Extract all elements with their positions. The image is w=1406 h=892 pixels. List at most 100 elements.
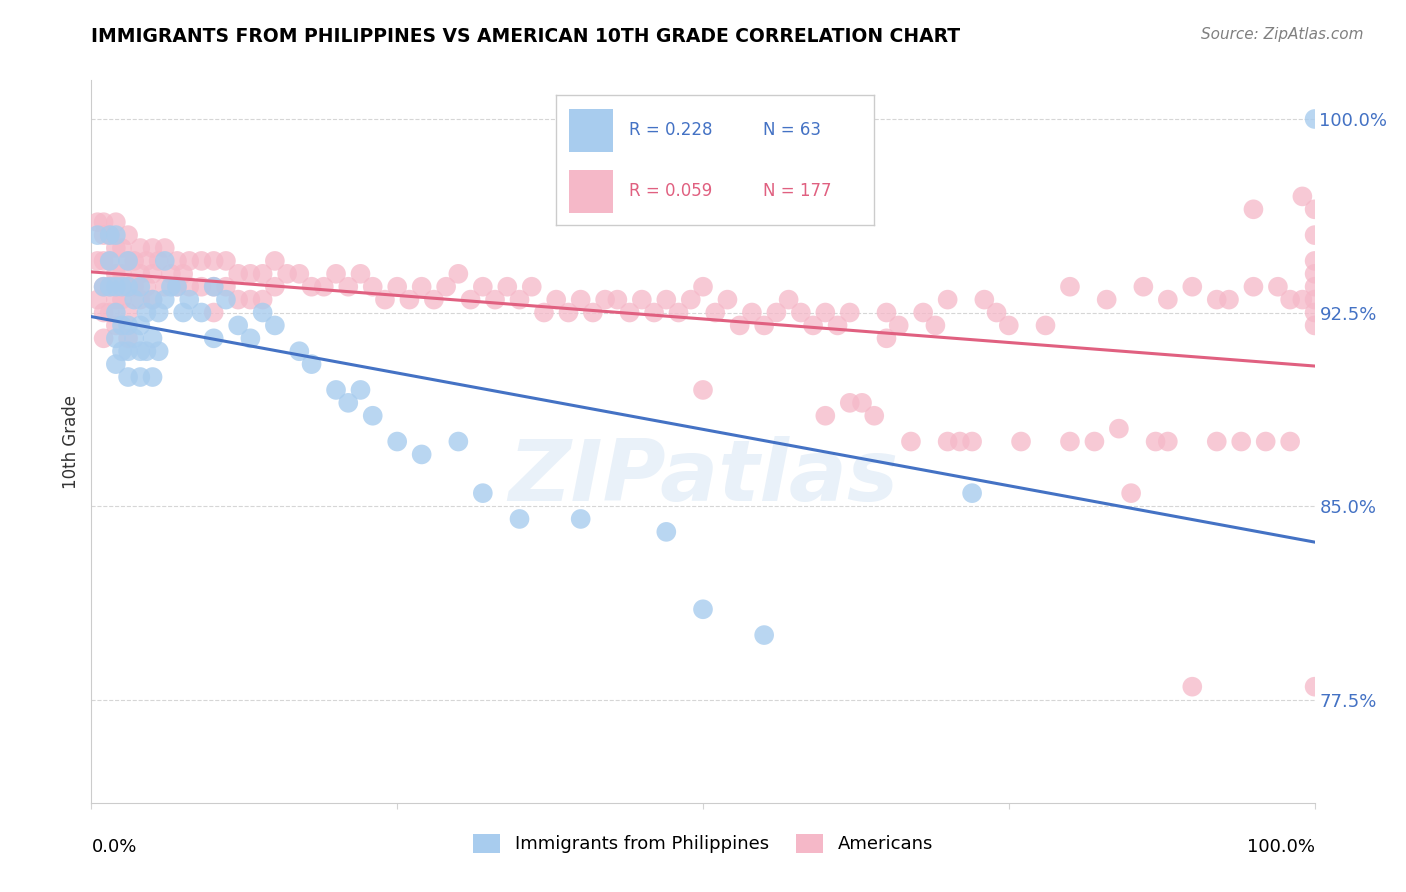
Point <box>374 293 396 307</box>
Point <box>851 396 873 410</box>
Point <box>135 279 157 293</box>
Point <box>117 228 139 243</box>
Point <box>98 228 121 243</box>
Point <box>172 305 194 319</box>
Point <box>141 293 163 307</box>
Point <box>1157 434 1180 449</box>
Point <box>172 267 194 281</box>
Point <box>239 267 262 281</box>
Point <box>1157 293 1180 307</box>
Point <box>619 305 641 319</box>
Point <box>148 344 170 359</box>
Point <box>141 267 163 281</box>
Point <box>153 241 176 255</box>
Point <box>1303 680 1326 694</box>
Point <box>122 293 145 307</box>
Point <box>129 293 152 307</box>
Point <box>226 267 249 281</box>
Point <box>1205 434 1227 449</box>
Point <box>1291 189 1313 203</box>
Point <box>960 434 983 449</box>
Point <box>301 279 323 293</box>
Point <box>215 279 238 293</box>
Point <box>1121 486 1143 500</box>
Point <box>349 383 371 397</box>
Point <box>1144 434 1167 449</box>
Y-axis label: 10th Grade: 10th Grade <box>62 394 80 489</box>
Point <box>117 279 139 293</box>
Point <box>179 279 201 293</box>
Point <box>765 305 787 319</box>
Point <box>496 279 519 293</box>
Point <box>1095 293 1118 307</box>
Point <box>276 267 298 281</box>
Point <box>936 434 959 449</box>
Point <box>509 293 531 307</box>
Point <box>484 293 506 307</box>
Point <box>252 305 274 319</box>
Point <box>337 279 360 293</box>
Text: Source: ZipAtlas.com: Source: ZipAtlas.com <box>1201 27 1364 42</box>
Point <box>582 305 605 319</box>
Point <box>117 279 139 293</box>
Point <box>385 279 409 293</box>
Point <box>728 318 751 333</box>
Point <box>264 253 287 268</box>
Point <box>104 241 127 255</box>
Point <box>93 331 115 345</box>
Point <box>93 279 115 293</box>
Point <box>98 253 121 268</box>
Point <box>1218 293 1240 307</box>
Point <box>1303 267 1326 281</box>
Point <box>325 383 347 397</box>
Point <box>215 293 238 307</box>
Point <box>1291 293 1313 307</box>
Text: ZIPatlas: ZIPatlas <box>508 436 898 519</box>
Point <box>226 318 249 333</box>
Point <box>520 279 543 293</box>
Point <box>986 305 1008 319</box>
Legend: Immigrants from Philippines, Americans: Immigrants from Philippines, Americans <box>464 825 942 863</box>
Point <box>361 409 384 423</box>
Point <box>1303 228 1326 243</box>
Point <box>135 344 157 359</box>
Point <box>754 628 776 642</box>
Point <box>166 279 188 293</box>
Point <box>1108 422 1130 436</box>
Point <box>104 357 127 371</box>
Point <box>141 331 163 345</box>
Point <box>226 293 249 307</box>
Point <box>1059 279 1081 293</box>
Point <box>129 267 152 281</box>
Point <box>264 279 287 293</box>
Point <box>900 434 922 449</box>
Point <box>875 305 898 319</box>
Point <box>111 318 134 333</box>
Point <box>863 409 886 423</box>
Point <box>104 228 127 243</box>
Point <box>704 305 727 319</box>
Point <box>655 524 678 539</box>
Point <box>754 318 776 333</box>
Point <box>202 279 225 293</box>
Point <box>104 293 127 307</box>
Point <box>98 228 121 243</box>
Point <box>471 486 494 500</box>
Point <box>141 293 163 307</box>
Point <box>569 293 592 307</box>
Point <box>202 279 225 293</box>
Point <box>153 293 176 307</box>
Point <box>135 305 157 319</box>
Point <box>141 241 163 255</box>
Point <box>1181 279 1204 293</box>
Point <box>93 253 115 268</box>
Point <box>1303 112 1326 126</box>
Point <box>361 279 384 293</box>
Point <box>471 279 494 293</box>
Point <box>1279 293 1302 307</box>
Point <box>129 241 152 255</box>
Point <box>93 305 115 319</box>
Point <box>1243 279 1265 293</box>
Point <box>643 305 665 319</box>
Point <box>117 344 139 359</box>
